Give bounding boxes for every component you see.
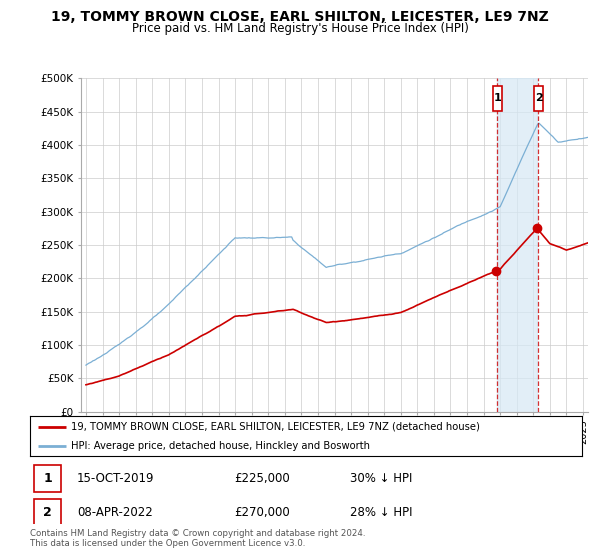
Text: This data is licensed under the Open Government Licence v3.0.: This data is licensed under the Open Gov…: [30, 539, 305, 548]
Text: 2: 2: [43, 506, 52, 519]
FancyBboxPatch shape: [34, 465, 61, 492]
Text: 19, TOMMY BROWN CLOSE, EARL SHILTON, LEICESTER, LE9 7NZ: 19, TOMMY BROWN CLOSE, EARL SHILTON, LEI…: [51, 10, 549, 24]
FancyBboxPatch shape: [493, 86, 502, 111]
FancyBboxPatch shape: [34, 499, 61, 525]
Text: HPI: Average price, detached house, Hinckley and Bosworth: HPI: Average price, detached house, Hinc…: [71, 441, 370, 451]
Text: 1: 1: [494, 94, 502, 104]
Text: 15-OCT-2019: 15-OCT-2019: [77, 472, 154, 485]
Text: £270,000: £270,000: [234, 506, 290, 519]
FancyBboxPatch shape: [534, 86, 543, 111]
Text: 30% ↓ HPI: 30% ↓ HPI: [350, 472, 413, 485]
Text: 08-APR-2022: 08-APR-2022: [77, 506, 152, 519]
Text: Contains HM Land Registry data © Crown copyright and database right 2024.: Contains HM Land Registry data © Crown c…: [30, 529, 365, 538]
Text: 1: 1: [43, 472, 52, 485]
Text: £225,000: £225,000: [234, 472, 290, 485]
Text: 2: 2: [535, 94, 542, 104]
Text: Price paid vs. HM Land Registry's House Price Index (HPI): Price paid vs. HM Land Registry's House …: [131, 22, 469, 35]
Text: 28% ↓ HPI: 28% ↓ HPI: [350, 506, 413, 519]
Text: 19, TOMMY BROWN CLOSE, EARL SHILTON, LEICESTER, LE9 7NZ (detached house): 19, TOMMY BROWN CLOSE, EARL SHILTON, LEI…: [71, 422, 480, 432]
